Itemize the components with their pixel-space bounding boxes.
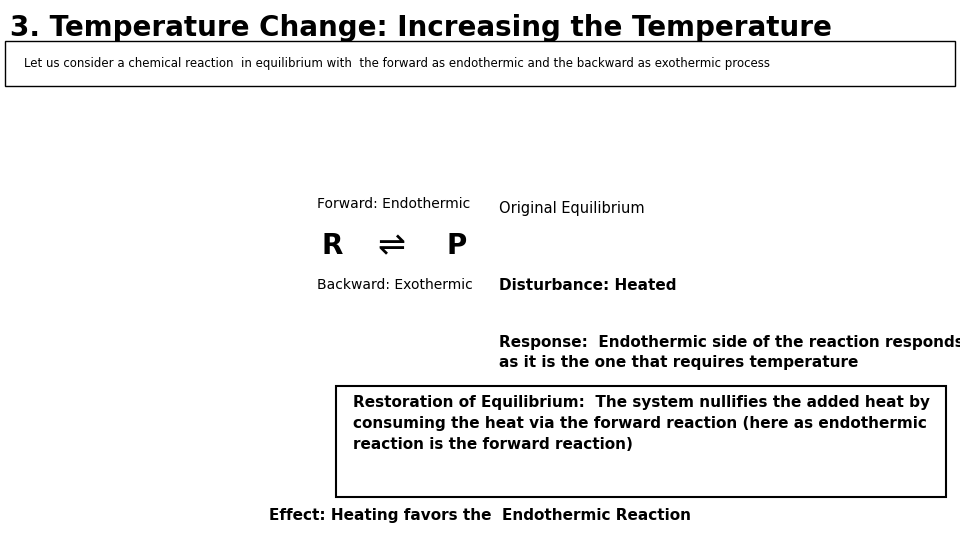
Text: P: P: [446, 232, 467, 260]
Text: Disturbance: Heated: Disturbance: Heated: [499, 278, 677, 293]
Text: Let us consider a chemical reaction  in equilibrium with  the forward as endothe: Let us consider a chemical reaction in e…: [24, 57, 770, 70]
Text: Response:  Endothermic side of the reaction responds
as it is the one that requi: Response: Endothermic side of the reacti…: [499, 335, 960, 369]
FancyBboxPatch shape: [5, 40, 955, 86]
Text: $\rightleftharpoons$: $\rightleftharpoons$: [372, 229, 406, 262]
FancyBboxPatch shape: [336, 386, 946, 497]
Text: Effect: Heating favors the  Endothermic Reaction: Effect: Heating favors the Endothermic R…: [269, 508, 691, 523]
Text: 3. Temperature Change: Increasing the Temperature: 3. Temperature Change: Increasing the Te…: [10, 14, 831, 42]
Text: Restoration of Equilibrium:  The system nullifies the added heat by
consuming th: Restoration of Equilibrium: The system n…: [353, 395, 930, 453]
Text: Backward: Exothermic: Backward: Exothermic: [317, 278, 472, 292]
Text: R: R: [322, 232, 343, 260]
Text: Forward: Endothermic: Forward: Endothermic: [317, 197, 470, 211]
Text: Original Equilibrium: Original Equilibrium: [499, 201, 645, 216]
